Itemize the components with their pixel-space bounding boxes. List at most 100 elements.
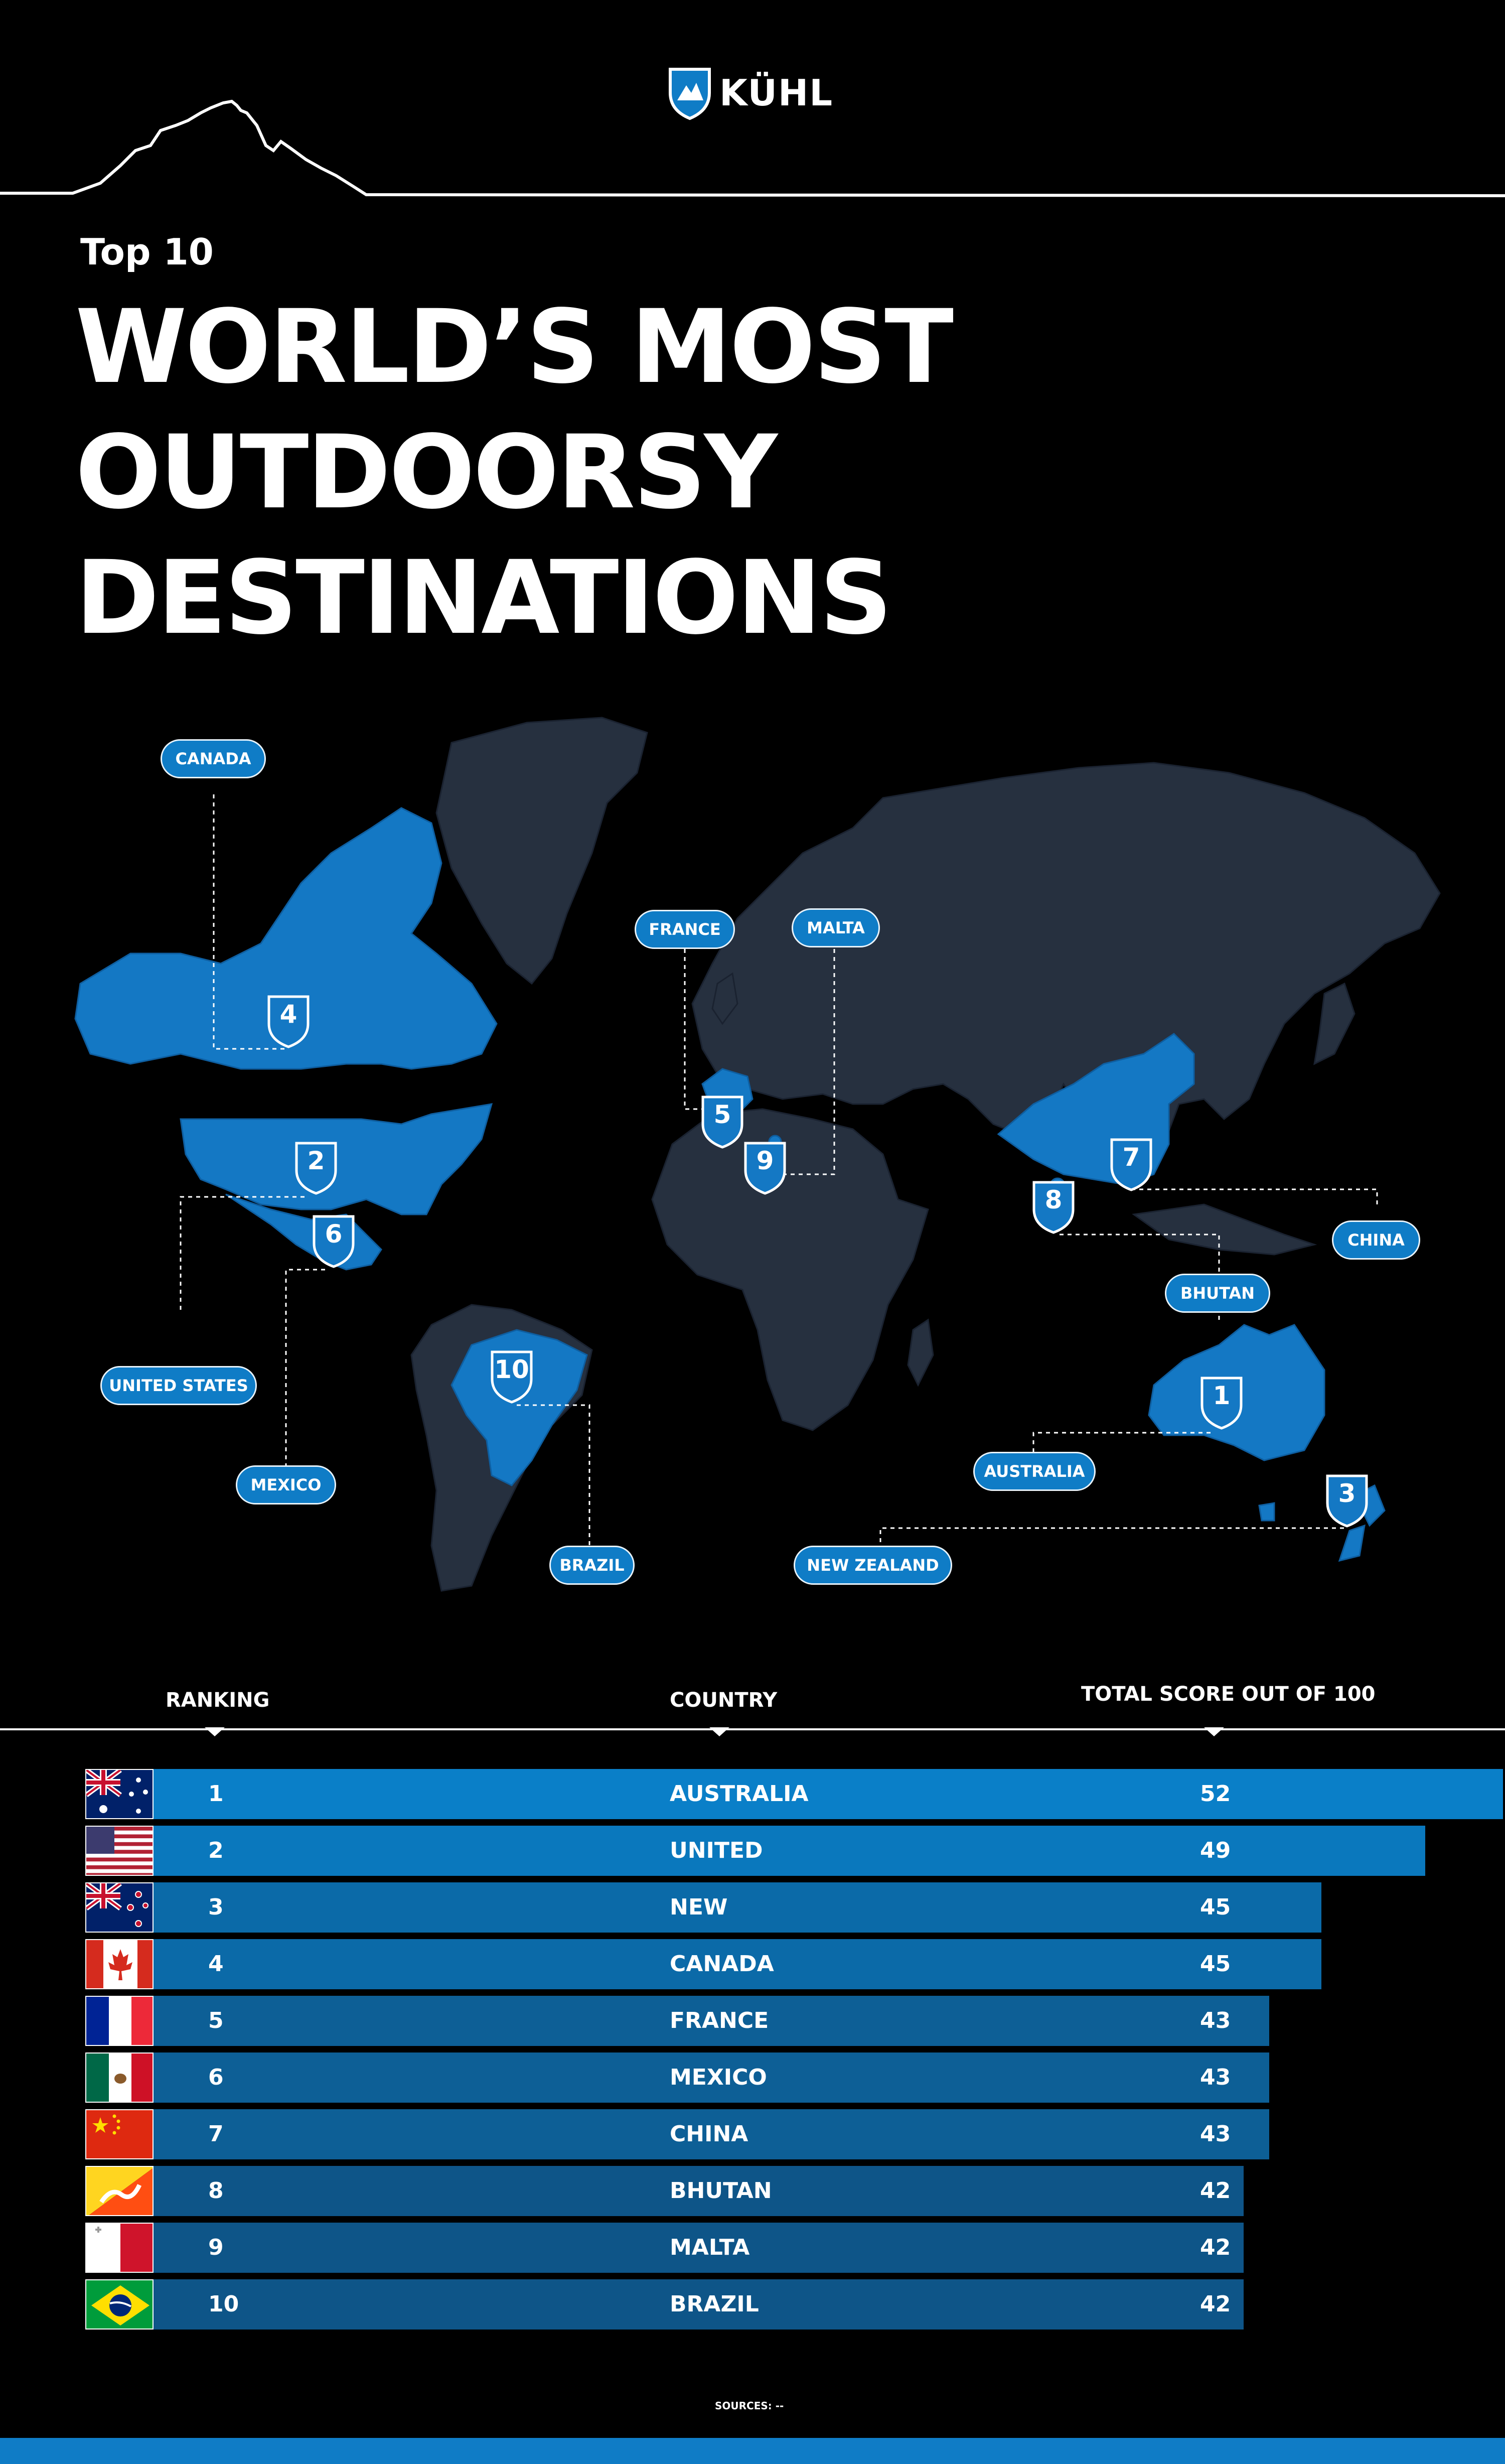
new-zealand-flag-icon xyxy=(85,1882,154,1933)
map-label-brazil[interactable]: BRAZIL xyxy=(549,1546,635,1585)
brazil-flag-icon xyxy=(85,2279,154,2330)
score-cell: 42 xyxy=(1200,2235,1231,2260)
marker-number: 7 xyxy=(1122,1143,1140,1172)
malta-leader xyxy=(775,941,835,1175)
map-marker-australia[interactable]: 1 xyxy=(1199,1375,1244,1430)
map-marker-china[interactable]: 7 xyxy=(1109,1137,1154,1192)
map-marker-bhutan[interactable]: 8 xyxy=(1031,1179,1076,1235)
score-cell: 43 xyxy=(1200,2065,1231,2090)
score-bar xyxy=(154,2052,1269,2103)
map-marker-brazil[interactable]: 10 xyxy=(489,1349,534,1404)
country-cell: AUSTRALIA xyxy=(670,1781,809,1807)
brazil-shape xyxy=(450,1329,588,1486)
marker-number: 3 xyxy=(1338,1479,1356,1508)
country-cell: MALTA xyxy=(670,2235,750,2260)
map-marker-united-states[interactable]: 2 xyxy=(293,1140,339,1195)
sources-text: SOURCES: -- xyxy=(715,2400,784,2412)
country-cell: CHINA xyxy=(670,2121,748,2147)
canada-shape xyxy=(74,807,498,1070)
score-cell: 45 xyxy=(1200,1894,1231,1920)
united-states-flag-icon xyxy=(85,1826,154,1876)
country-cell: CANADA xyxy=(670,1951,774,1977)
score-bar xyxy=(154,1996,1269,2046)
ranking-column-header[interactable]: RANKING xyxy=(166,1689,270,1712)
brazil-leader xyxy=(517,1404,590,1553)
header-divider xyxy=(0,1728,1505,1730)
mountain-header-graphic xyxy=(0,99,1505,197)
score-bar xyxy=(154,2223,1244,2273)
score-bar xyxy=(154,1882,1321,1933)
map-label-canada[interactable]: CANADA xyxy=(161,739,266,778)
australia-flag-icon xyxy=(85,1769,154,1819)
score-bar xyxy=(154,2166,1244,2216)
map-label-new-zealand[interactable]: NEW ZEALAND xyxy=(794,1546,952,1585)
uk-shape xyxy=(711,972,738,1025)
score-cell: 43 xyxy=(1200,2121,1231,2147)
shield-icon xyxy=(669,68,711,120)
marker-number: 2 xyxy=(307,1146,325,1175)
marker-shield-icon xyxy=(1032,1181,1075,1234)
africa-shape xyxy=(651,1108,929,1431)
mexico-leader xyxy=(285,1269,326,1475)
marker-shield-icon xyxy=(491,1350,533,1404)
united-states-leader xyxy=(180,1196,306,1310)
score-bar xyxy=(154,2279,1244,2330)
malta-flag-icon xyxy=(85,2223,154,2273)
mexico-flag-icon xyxy=(85,2052,154,2103)
country-cell: BHUTAN xyxy=(670,2178,772,2204)
eurasia-shape xyxy=(691,762,1441,1181)
mountain-outline xyxy=(0,99,1505,197)
rank-cell: 5 xyxy=(208,2008,224,2033)
marker-number: 9 xyxy=(756,1146,774,1175)
brand-name: KÜHL xyxy=(719,72,834,114)
map-marker-mexico[interactable]: 6 xyxy=(311,1213,356,1269)
marker-shield-icon xyxy=(313,1215,355,1268)
rank-cell: 7 xyxy=(208,2121,224,2147)
world-map xyxy=(74,717,1441,1592)
kicker-text: Top 10 xyxy=(80,231,214,273)
bhutan-leader xyxy=(1058,1234,1220,1320)
score-cell: 42 xyxy=(1200,2178,1231,2204)
score-bar xyxy=(154,2109,1269,2159)
score-cell: 49 xyxy=(1200,1838,1231,1863)
map-marker-canada[interactable]: 4 xyxy=(266,994,311,1049)
rank-cell: 4 xyxy=(208,1951,224,1977)
madagascar-shape xyxy=(907,1318,934,1387)
score-column-header[interactable]: TOTAL SCORE OUT OF 100 xyxy=(1081,1683,1376,1706)
map-label-china[interactable]: CHINA xyxy=(1332,1220,1420,1260)
marker-number: 6 xyxy=(325,1219,343,1249)
canada-flag-icon xyxy=(85,1939,154,1989)
map-label-united-states[interactable]: UNITED STATES xyxy=(100,1366,257,1405)
marker-shield-icon xyxy=(744,1142,786,1195)
map-label-mexico[interactable]: MEXICO xyxy=(236,1465,336,1504)
rank-cell: 6 xyxy=(208,2065,224,2090)
map-marker-france[interactable]: 5 xyxy=(700,1094,745,1149)
country-column-header[interactable]: COUNTRY xyxy=(670,1689,778,1712)
bhutan-flag-icon xyxy=(85,2166,154,2216)
rank-cell: 1 xyxy=(208,1781,224,1807)
indonesia-shape xyxy=(1132,1203,1317,1256)
country-cell: NEW ZEALAND xyxy=(670,1894,786,1970)
japan-shape xyxy=(1313,982,1356,1065)
footer-accent-bar xyxy=(0,2438,1505,2464)
brand-logo: KÜHL xyxy=(667,63,833,123)
map-label-malta[interactable]: MALTA xyxy=(792,908,880,947)
marker-shield-icon xyxy=(1200,1377,1243,1430)
marker-number: 5 xyxy=(713,1100,731,1129)
marker-shield-icon xyxy=(701,1096,743,1149)
map-label-bhutan[interactable]: BHUTAN xyxy=(1165,1274,1270,1313)
score-bar xyxy=(154,1769,1503,1819)
map-label-australia[interactable]: AUSTRALIA xyxy=(973,1452,1096,1491)
title-line-3: DESTINATIONS xyxy=(75,538,892,657)
score-cell: 52 xyxy=(1200,1781,1231,1807)
country-cell: FRANCE xyxy=(670,2008,769,2033)
marker-number: 1 xyxy=(1213,1381,1231,1410)
country-cell: BRAZIL xyxy=(670,2291,759,2317)
map-label-france[interactable]: FRANCE xyxy=(635,910,735,949)
rank-cell: 3 xyxy=(208,1894,224,1920)
score-bar xyxy=(154,1826,1425,1876)
map-marker-malta[interactable]: 9 xyxy=(742,1140,788,1195)
new-zealand-shape xyxy=(1338,1484,1386,1562)
rank-cell: 10 xyxy=(208,2291,239,2317)
map-marker-new-zealand[interactable]: 3 xyxy=(1324,1473,1370,1528)
